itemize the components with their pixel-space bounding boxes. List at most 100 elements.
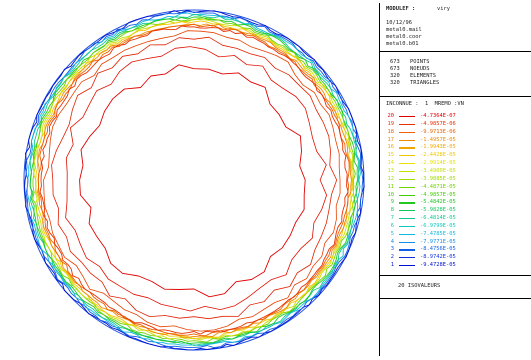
legend-entry-index: 14: [387, 160, 395, 167]
legend-entry-swatch: [399, 249, 415, 251]
legend-entry: 4 -7.9771E-05: [380, 239, 531, 246]
isovalues-box: 20 ISOVALEURS: [380, 276, 531, 299]
legend-entry: 18 -9.9713E-06: [380, 129, 531, 136]
legend-box: INCONNUE : 1 MREMO :VN 20 -4.7364E-07 19 -4…: [380, 97, 531, 276]
user-label: viry: [437, 6, 450, 12]
legend-entry-index: 12: [387, 175, 395, 182]
legend-entry-swatch: [399, 116, 415, 118]
isovalues-count-label: 20 ISOVALEURS: [398, 283, 441, 289]
isovalue-contour: [43, 30, 341, 332]
triangles-count: 320: [390, 80, 400, 86]
isovalue-contour: [24, 9, 365, 351]
legend-entry: 5 -7.4785E-05: [380, 231, 531, 238]
legend-entry-value: -8.4756E-05: [420, 246, 456, 253]
legend-entry-swatch: [399, 186, 415, 188]
elements-count: 320: [390, 73, 400, 79]
legend-entry: 14 -2.9914E-05: [380, 160, 531, 167]
legend-entry: 3 -8.4756E-05: [380, 246, 531, 253]
legend-entry-swatch: [399, 139, 415, 141]
file-b01-label: metal0.b01: [386, 41, 419, 47]
triangles-label: TRIANGLES: [410, 80, 440, 86]
legend-entry-value: -2.9914E-05: [420, 160, 456, 167]
legend-entry-swatch: [399, 131, 415, 133]
legend-entry-index: 8: [390, 207, 394, 214]
legend-entry-index: 7: [390, 215, 394, 222]
legend-entry-index: 20: [387, 113, 395, 119]
legend-entry-value: -4.7364E-07: [420, 113, 456, 119]
legend-entry: 6 -6.9799E-05: [380, 223, 531, 230]
legend-entry-swatch: [399, 210, 415, 212]
legend-entry-value: -5.9828E-05: [420, 207, 456, 214]
legend-entry-index: 13: [387, 167, 395, 174]
legend-entry-index: 2: [390, 254, 394, 261]
legend-entry-value: -4.9857E-06: [420, 120, 456, 127]
isovalue-contour: [26, 12, 361, 347]
legend-entry-index: 19: [387, 120, 395, 127]
legend-title: INCONNUE : 1 MREMO :VN: [386, 101, 464, 107]
legend-entry: 2 -8.9742E-05: [380, 254, 531, 261]
file-mail-label: metal0.mail: [386, 27, 422, 33]
legend-entry-swatch: [399, 163, 415, 165]
header-box: MODULEF : viry 10/12/96 metal0.mail meta…: [380, 3, 531, 52]
legend-entry: 12 -3.9885E-05: [380, 176, 531, 183]
legend-entry: 17 -1.4957E-05: [380, 137, 531, 144]
legend-entry-value: -8.9742E-05: [420, 254, 456, 261]
legend-entry-swatch: [399, 241, 415, 243]
legend-entry: 20 -4.7364E-07: [380, 113, 531, 120]
info-panel: MODULEF : viry 10/12/96 metal0.mail meta…: [380, 3, 531, 356]
mesh-stats-box: 673 POINTS 673 NOEUDS 320 ELEMENTS 320 T…: [380, 52, 531, 97]
isovalue-contour: [65, 46, 327, 312]
legend-entry-value: -6.9799E-05: [420, 222, 456, 229]
isovalue-contour: [79, 64, 306, 298]
isovalue-contour: [32, 18, 355, 341]
legend-entry-index: 17: [387, 136, 395, 143]
legend-entry-value: -7.9771E-05: [420, 238, 456, 245]
legend-entry-swatch: [399, 178, 415, 180]
points-count: 673: [390, 59, 400, 65]
legend-entry-swatch: [399, 147, 415, 149]
date-label: 10/12/96: [386, 20, 412, 26]
legend-entry-index: 4: [390, 238, 394, 245]
legend-entry-index: 9: [390, 199, 394, 206]
legend-entry-index: 11: [387, 183, 395, 190]
legend-entry: 10 -4.9857E-05: [380, 192, 531, 199]
legend-entry-swatch: [399, 265, 415, 267]
legend-entry-index: 16: [387, 144, 395, 151]
legend-entry-swatch: [399, 257, 415, 259]
legend-entry-swatch: [399, 194, 415, 196]
isovalue-contour: [29, 16, 358, 345]
nodes-label: NOEUDS: [410, 66, 430, 72]
legend-entry-swatch: [399, 218, 415, 220]
legend-entry: 9 -5.4842E-05: [380, 199, 531, 206]
legend-entry-swatch: [399, 123, 415, 126]
legend-entry: 16 -1.9943E-05: [380, 144, 531, 151]
legend-entry-value: -6.4814E-05: [420, 215, 456, 222]
legend-entry-index: 18: [387, 128, 395, 135]
legend-entry-index: 6: [390, 222, 394, 229]
legend-entry: 11 -4.4871E-05: [380, 184, 531, 191]
legend-entry-value: -9.9713E-06: [420, 128, 456, 135]
legend-entry-value: -2.4428E-05: [420, 152, 456, 159]
legend-entry-swatch: [399, 170, 415, 173]
legend-entry-swatch: [399, 233, 415, 235]
legend-entry-index: 15: [387, 152, 395, 159]
program-label: MODULEF :: [386, 6, 416, 12]
legend-entry-value: -1.9943E-05: [420, 144, 456, 151]
legend-entry-value: -9.4728E-05: [420, 262, 456, 269]
legend-entry-value: -3.4900E-05: [420, 167, 456, 174]
legend-entry: 19 -4.9857E-06: [380, 121, 531, 128]
legend-entry-value: -5.4842E-05: [420, 199, 456, 206]
legend-entry: 8 -5.9828E-05: [380, 207, 531, 214]
legend-entry-swatch: [399, 155, 415, 157]
legend-entry-index: 3: [390, 246, 394, 253]
legend-entry-index: 5: [390, 230, 394, 237]
legend-entry-index: 1: [390, 262, 394, 269]
legend-entry: 15 -2.4428E-05: [380, 152, 531, 159]
points-label: POINTS: [410, 59, 430, 65]
file-coor-label: metal0.coor: [386, 34, 422, 40]
legend-entry-value: -4.9857E-05: [420, 191, 456, 198]
contour-plot-area: [3, 3, 380, 356]
isovalue-contour: [39, 25, 349, 335]
legend-entry-value: -7.4785E-05: [420, 230, 456, 237]
isovalue-contour: [51, 36, 338, 320]
